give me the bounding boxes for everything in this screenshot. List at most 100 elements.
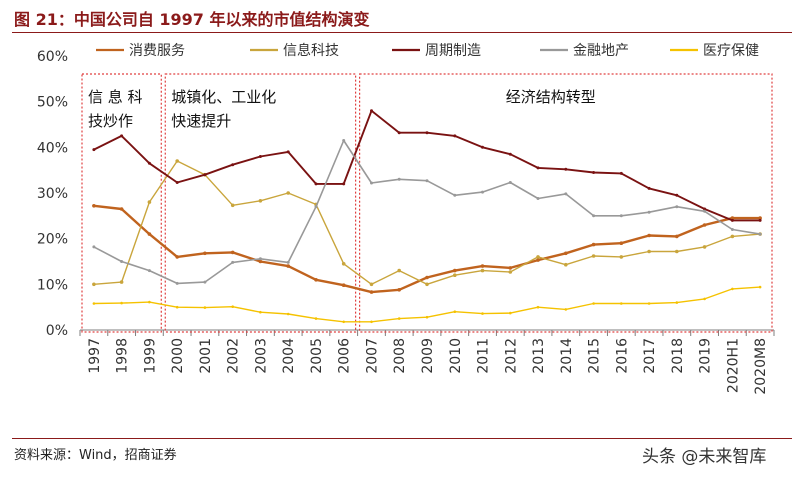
x-tick-label: 2002 [226,338,242,374]
data-point [286,191,291,195]
watermark: 头条 @未来智库 [642,447,767,467]
data-point [92,282,96,287]
data-point [536,197,540,200]
data-point [509,311,512,315]
x-tick-label: 2013 [531,338,547,374]
data-point [397,288,402,292]
x-tick-label: 1997 [87,338,103,374]
data-point [508,152,512,156]
data-point [147,161,151,165]
data-point [148,300,151,304]
x-tick-label: 2017 [642,338,658,374]
region-box [359,73,773,333]
y-tick-label: 60% [37,49,68,65]
data-point [286,150,290,154]
data-point [119,280,124,284]
data-point [92,148,96,152]
data-point [536,255,540,259]
data-point [703,209,707,213]
data-point [730,216,735,220]
data-point [286,264,291,268]
x-tick-label: 2003 [253,338,269,374]
x-tick-label: 2001 [198,338,214,374]
data-point [369,282,374,287]
data-point [314,278,318,282]
data-point [425,275,429,280]
data-point [397,268,402,273]
data-point [425,179,429,183]
data-point [620,302,623,305]
data-point [564,167,568,171]
data-point [453,134,457,138]
data-point [370,181,373,185]
data-point [175,181,179,184]
data-point [536,258,540,262]
data-point [147,269,151,273]
data-point [758,218,762,222]
x-tick-label: 2004 [281,338,297,374]
data-point [286,312,290,316]
y-tick-label: 10% [37,277,68,293]
data-point [564,262,568,267]
x-tick-label: 2009 [420,338,436,374]
data-point [397,177,401,181]
data-point [453,310,457,314]
data-point [120,301,123,305]
data-point [481,190,484,194]
x-tick-label: 2007 [364,338,380,374]
data-point [203,173,207,177]
region-box [81,73,162,333]
legend: 消费服务 信息科技 周期制造 金融地产 医疗保健 [96,42,759,59]
data-point [647,249,651,254]
data-point [369,290,374,294]
x-tick-label: 2020M8 [753,338,769,395]
data-point [286,260,290,264]
x-tick-label: 1999 [142,338,158,374]
legend-label: 医疗保健 [703,43,759,59]
data-point [258,259,263,264]
data-point [536,166,540,170]
series-lines [92,109,762,324]
data-point [258,155,262,158]
region-label: 城镇化、工业化 [171,88,276,106]
data-point [647,233,651,238]
region-label: 技炒作 [88,112,133,130]
x-tick-label: 2016 [614,338,630,374]
legend-label: 周期制造 [425,43,481,59]
x-tick-label: 2011 [476,338,492,374]
source-note: 资料来源：Wind，招商证券 [14,448,177,463]
data-point [231,163,235,167]
data-point [730,218,734,222]
data-point [592,171,596,174]
data-point [481,145,484,149]
region-label: 信 息 科 [88,88,143,106]
data-point [730,228,734,231]
data-point [564,192,568,196]
x-tick-label: 2010 [448,338,464,374]
data-point [119,207,124,211]
data-point [147,200,152,204]
y-tick-label: 0% [46,323,68,339]
data-point [731,287,734,291]
data-point [758,285,762,289]
data-point [341,283,346,288]
data-point [203,251,207,256]
data-point [619,214,623,218]
axes: 0% 10% 20% 30% 40% 50% 60% 1997 1998 1999 2000 2001… [37,49,775,395]
data-point [480,268,485,273]
data-point [702,245,707,249]
data-point [453,193,457,197]
data-point [703,207,707,211]
data-point [92,245,96,249]
data-point [175,159,179,163]
data-point [592,302,595,305]
y-tick-label: 50% [37,95,68,111]
x-tick-label: 1998 [115,338,131,374]
x-tick-label: 2005 [309,338,325,374]
data-point [647,186,651,190]
data-point [342,139,346,142]
data-point [591,242,596,247]
data-point [342,182,346,186]
data-point [203,306,207,309]
